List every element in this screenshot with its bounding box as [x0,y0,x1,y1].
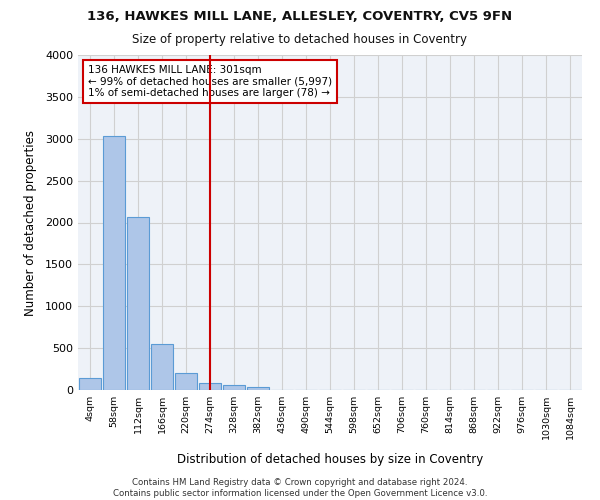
Bar [127,218,149,390]
Text: Size of property relative to detached houses in Coventry: Size of property relative to detached ho… [133,32,467,46]
Text: Contains HM Land Registry data © Crown copyright and database right 2024.
Contai: Contains HM Land Registry data © Crown c… [113,478,487,498]
Text: 136 HAWKES MILL LANE: 301sqm
← 99% of detached houses are smaller (5,997)
1% of : 136 HAWKES MILL LANE: 301sqm ← 99% of de… [88,65,332,98]
X-axis label: Distribution of detached houses by size in Coventry: Distribution of detached houses by size … [177,453,483,466]
Bar [175,373,197,390]
Bar [79,378,101,390]
Bar [103,136,125,390]
Bar [247,386,269,390]
Y-axis label: Number of detached properties: Number of detached properties [23,130,37,316]
Bar [151,344,173,390]
Bar [223,386,245,390]
Text: 136, HAWKES MILL LANE, ALLESLEY, COVENTRY, CV5 9FN: 136, HAWKES MILL LANE, ALLESLEY, COVENTR… [88,10,512,23]
Bar [199,384,221,390]
